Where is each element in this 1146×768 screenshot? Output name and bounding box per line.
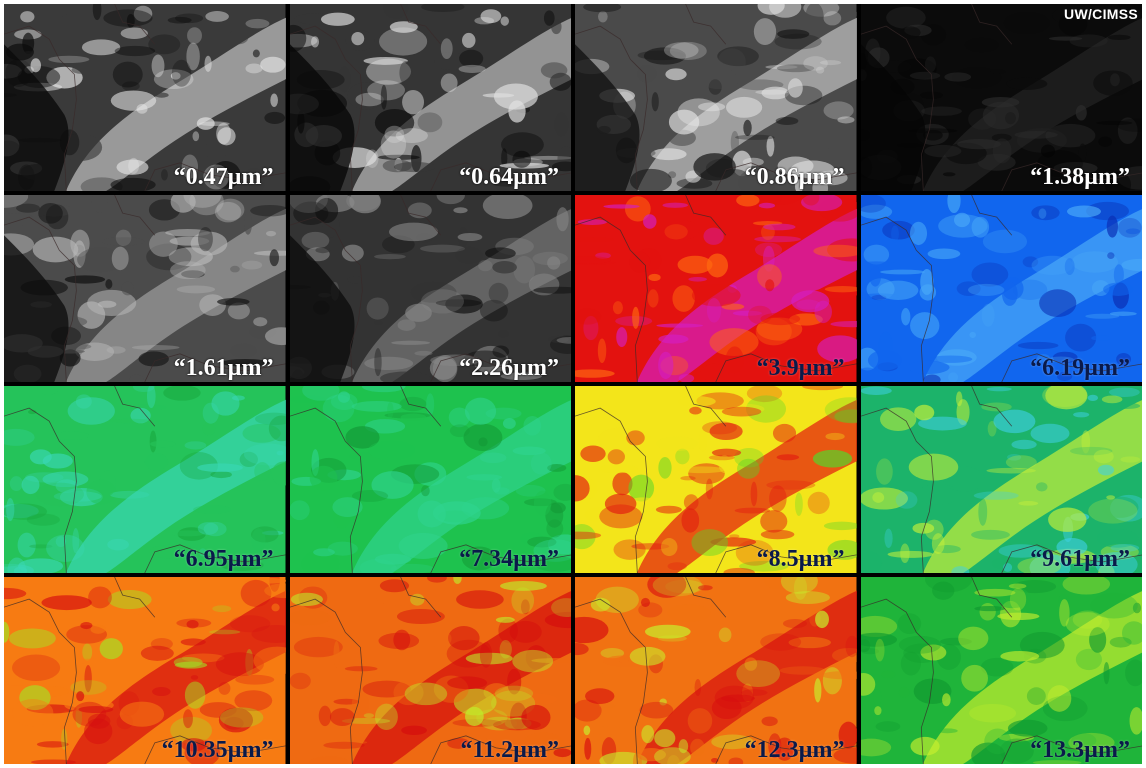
band-wavelength-label: “2.26µm” <box>459 355 559 381</box>
satellite-image <box>4 386 286 573</box>
satellite-band-grid: “0.47µm” “0.64µm” “0.86µm” “1.38µm” “1.61µm”… <box>4 4 1142 764</box>
band-panel: “6.95µm” <box>4 386 286 573</box>
band-panel: “9.61µm” <box>860 386 1142 573</box>
band-wavelength-label: “7.34µm” <box>459 546 559 572</box>
band-wavelength-label: “9.61µm” <box>1030 546 1130 572</box>
band-panel: “3.9µm” <box>575 195 857 382</box>
satellite-image <box>575 4 857 191</box>
band-wavelength-label: “0.64µm” <box>459 164 559 190</box>
satellite-image <box>860 577 1142 764</box>
band-wavelength-label: “6.19µm” <box>1030 355 1130 381</box>
band-panel: “7.34µm” <box>289 386 571 573</box>
satellite-image <box>4 577 286 764</box>
band-panel: “6.19µm” <box>860 195 1142 382</box>
satellite-image <box>575 386 857 573</box>
satellite-image <box>4 4 286 191</box>
satellite-image <box>860 4 1142 191</box>
satellite-image <box>289 577 571 764</box>
band-panel: “1.61µm” <box>4 195 286 382</box>
band-panel: “1.38µm” <box>860 4 1142 191</box>
satellite-image <box>289 195 571 382</box>
band-panel: “2.26µm” <box>289 195 571 382</box>
band-wavelength-label: “0.47µm” <box>173 164 274 190</box>
band-wavelength-label: “8.5µm” <box>756 546 845 572</box>
band-wavelength-label: “6.95µm” <box>173 546 274 572</box>
band-panel: “11.2µm” <box>289 577 571 764</box>
satellite-image <box>289 4 571 191</box>
satellite-image <box>289 386 571 573</box>
band-wavelength-label: “0.86µm” <box>744 164 845 190</box>
satellite-image <box>860 195 1142 382</box>
satellite-image <box>575 195 857 382</box>
band-panel: “12.3µm” <box>575 577 857 764</box>
credit-label: UW/CIMSS <box>1064 6 1138 22</box>
band-wavelength-label: “1.61µm” <box>173 355 274 381</box>
band-wavelength-label: “10.35µm” <box>161 737 274 763</box>
satellite-image <box>575 577 857 764</box>
band-panel: “0.64µm” <box>289 4 571 191</box>
band-panel: “0.86µm” <box>575 4 857 191</box>
band-panel: “10.35µm” <box>4 577 286 764</box>
band-wavelength-label: “1.38µm” <box>1030 164 1130 190</box>
band-wavelength-label: “13.3µm” <box>1030 737 1130 763</box>
band-wavelength-label: “12.3µm” <box>744 737 845 763</box>
band-panel: “8.5µm” <box>575 386 857 573</box>
satellite-image <box>4 195 286 382</box>
band-wavelength-label: “11.2µm” <box>460 737 560 763</box>
satellite-image <box>860 386 1142 573</box>
band-panel: “13.3µm” <box>860 577 1142 764</box>
band-wavelength-label: “3.9µm” <box>756 355 845 381</box>
band-panel: “0.47µm” <box>4 4 286 191</box>
